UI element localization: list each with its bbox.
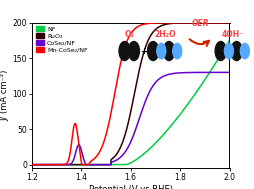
Text: O₂: O₂ (124, 29, 134, 39)
Text: +: + (140, 46, 147, 56)
Circle shape (214, 42, 225, 60)
Circle shape (147, 42, 158, 60)
Text: 4OH⁻: 4OH⁻ (221, 29, 243, 39)
Text: OER: OER (190, 19, 208, 28)
Text: 2H₂O: 2H₂O (154, 29, 175, 39)
FancyArrowPatch shape (189, 39, 208, 46)
Circle shape (156, 43, 165, 59)
Circle shape (224, 43, 233, 59)
Circle shape (128, 42, 139, 60)
X-axis label: Potential (V vs RHE): Potential (V vs RHE) (88, 185, 172, 189)
Circle shape (163, 42, 174, 60)
Circle shape (172, 43, 181, 59)
Circle shape (119, 42, 130, 60)
Legend: NF, RuO₂, CoSe₂/NF, Mn-CoSe₂/NF: NF, RuO₂, CoSe₂/NF, Mn-CoSe₂/NF (35, 26, 88, 53)
Y-axis label: J/ (mA cm⁻²): J/ (mA cm⁻²) (1, 70, 10, 121)
Circle shape (240, 43, 248, 59)
Circle shape (230, 42, 241, 60)
